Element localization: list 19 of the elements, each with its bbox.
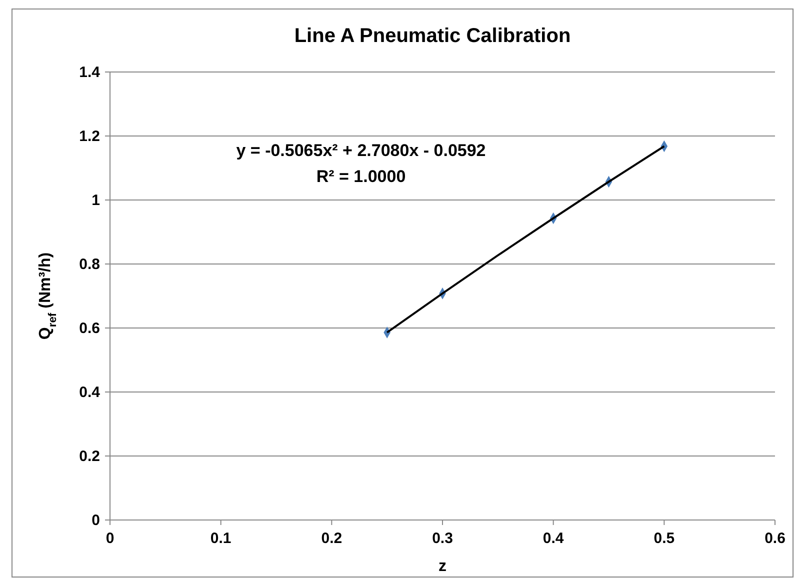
x-tick-label: 0.5 [654, 530, 675, 547]
x-tick-label: 0.1 [210, 530, 232, 547]
x-tick-label: 0 [106, 530, 114, 547]
chart-title: Line A Pneumatic Calibration [294, 25, 571, 47]
annotation: R² = 1.0000 [316, 167, 406, 186]
x-tick-label: 0.3 [432, 530, 453, 547]
y-tick-label: 1 [92, 192, 100, 209]
y-tick-label: 0.2 [79, 448, 100, 465]
x-tick-label: 0.2 [321, 530, 342, 547]
y-tick-label: 1.4 [79, 64, 101, 81]
y-tick-label: 0 [92, 512, 100, 529]
y-tick-label: 0.6 [79, 320, 100, 337]
y-tick-label: 0.8 [79, 256, 100, 273]
y-tick-label: 0.4 [79, 384, 101, 401]
x-tick-label: 0.4 [542, 530, 564, 547]
annotation: y = -0.5065x² + 2.7080x - 0.0592 [236, 141, 486, 160]
x-tick-label: 0.6 [764, 530, 786, 547]
y-tick-label: 1.2 [79, 128, 100, 145]
x-axis-title: z [438, 558, 446, 575]
